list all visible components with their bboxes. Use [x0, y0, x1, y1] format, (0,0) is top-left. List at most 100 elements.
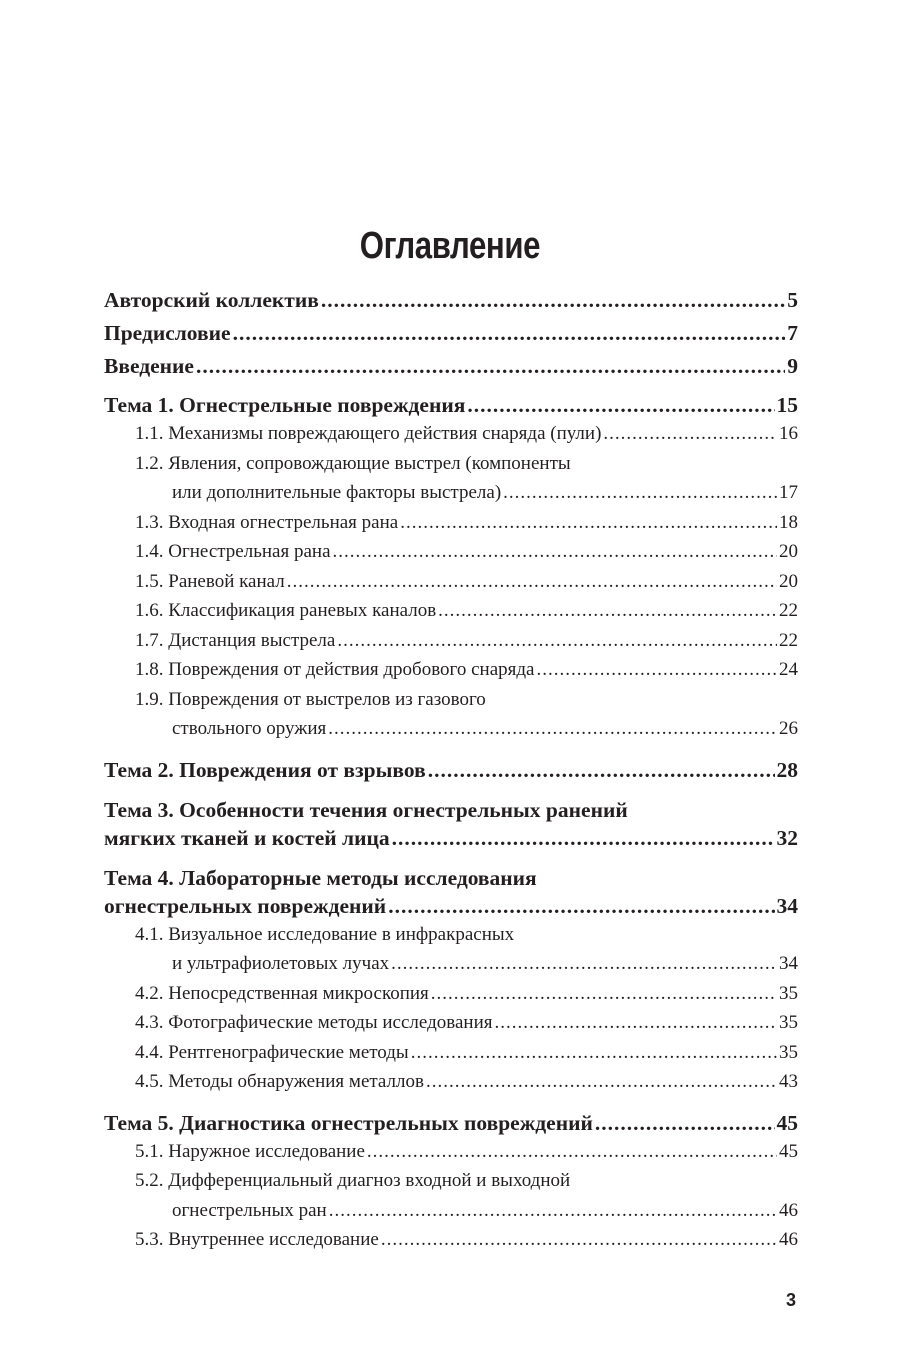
toc-section-entry[interactable]: 5.2. Дифференциальный диагноз входной и … — [104, 1166, 798, 1225]
dot-leader — [391, 949, 777, 979]
entry-title: 1.8. Повреждения от действия дробового с… — [135, 659, 535, 680]
dot-leader — [503, 478, 777, 508]
entry-page-number: 46 — [779, 1229, 798, 1250]
entry-title: мягких тканей и костей лица — [104, 825, 390, 850]
entry-page-number: 5 — [787, 288, 798, 312]
entry-page-number: 34 — [779, 953, 798, 974]
entry-title: 1.7. Дистанция выстрела — [135, 629, 336, 651]
entry-title: Тема 4. Лабораторные методы исследования — [104, 865, 537, 890]
toc-chapter-entry[interactable]: Тема 5. Диагностика огнестрельных повреж… — [104, 1109, 798, 1137]
toc-chapter-entry[interactable]: Авторский коллектив 5 — [104, 286, 798, 314]
toc-section-entry[interactable]: 1.7. Дистанция выстрела 22 — [104, 626, 798, 656]
entry-title: 1.3. Входная огнестрельная рана — [135, 511, 399, 533]
entry-page-number: 32 — [776, 825, 799, 850]
page-number: 3 — [786, 1290, 797, 1310]
dot-leader — [411, 1038, 777, 1068]
entry-title: 5.3. Внутреннее исследование — [135, 1229, 379, 1250]
entry-page-number: 16 — [779, 423, 798, 444]
toc-section-entry[interactable]: 1.5. Раневой канал 20 — [104, 567, 798, 597]
entry-page-number: 26 — [779, 718, 798, 739]
entry-title: 5.1. Наружное исследование — [135, 1140, 365, 1162]
entry-title: ствольного оружия — [172, 718, 327, 739]
toc-section-entry[interactable]: 4.5. Методы обнаружения металлов 43 — [104, 1067, 798, 1097]
entry-page-number: 7 — [787, 321, 798, 345]
entry-title: Авторский коллектив — [104, 288, 319, 312]
toc-chapter-entry[interactable]: Предисловие 7 — [104, 319, 798, 347]
toc-section-entry[interactable]: 1.1. Механизмы повреждающего действия сн… — [104, 419, 798, 449]
entry-page-number: 22 — [779, 600, 798, 621]
toc-section-entry[interactable]: 4.1. Визуальное исследование в инфракрас… — [104, 920, 798, 979]
entry-page-number: 20 — [779, 570, 798, 592]
entry-page-number: 35 — [779, 1041, 798, 1063]
entry-page-number: 45 — [776, 1110, 799, 1135]
toc-section-entry[interactable]: 1.4. Огнестрельная рана 20 — [104, 537, 798, 567]
entry-page-number: 17 — [779, 482, 798, 503]
page-title-text: Оглавление — [359, 225, 541, 268]
dot-leader — [196, 352, 785, 380]
entry-title: 4.3. Фотографические методы исследования — [135, 1012, 493, 1033]
entry-page-number: 45 — [779, 1140, 798, 1162]
entry-page-number: 9 — [787, 354, 798, 378]
entry-title: 1.9. Повреждения от выстрелов из газовог… — [135, 688, 486, 710]
dot-leader — [333, 537, 777, 567]
entry-title: 4.2. Непосредственная микроскопия — [135, 982, 429, 1004]
entry-title: 5.2. Дифференциальный диагноз входной и … — [135, 1170, 571, 1191]
dot-leader — [428, 756, 775, 784]
entry-page-number: 46 — [779, 1199, 798, 1221]
entry-title: 1.4. Огнестрельная рана — [135, 541, 331, 562]
dot-leader — [381, 1225, 777, 1255]
entry-title: Введение — [104, 354, 194, 378]
dot-leader — [328, 714, 777, 744]
entry-title: 4.1. Визуальное исследование в инфракрас… — [135, 923, 515, 945]
dot-leader — [595, 1109, 775, 1137]
entry-title: Предисловие — [104, 321, 231, 345]
dot-leader — [337, 626, 777, 656]
toc-chapter-entry[interactable]: Тема 4. Лабораторные методы исследования… — [104, 864, 798, 920]
entry-title: 1.2. Явления, сопровождающие выстрел (ко… — [135, 452, 571, 474]
entry-title: Тема 1. Огнестрельные повреждения — [104, 393, 466, 417]
toc-section-entry[interactable]: 4.4. Рентгенографические методы 35 — [104, 1038, 798, 1068]
toc-section-entry[interactable]: 5.1. Наружное исследование 45 — [104, 1137, 798, 1167]
page-title: Оглавление — [0, 225, 900, 268]
entry-page-number: 34 — [776, 893, 799, 918]
entry-title: огнестрельных повреждений — [104, 893, 387, 918]
dot-leader — [367, 1137, 777, 1167]
entry-page-number: 28 — [776, 757, 799, 782]
dot-leader — [233, 319, 786, 347]
entry-title: огнестрельных ран — [172, 1199, 327, 1221]
entry-page-number: 35 — [779, 1012, 798, 1033]
entry-title: Тема 2. Повреждения от взрывов — [104, 757, 426, 782]
entry-title: Тема 5. Диагностика огнестрельных повреж… — [104, 1110, 593, 1135]
entry-title: 4.4. Рентгенографические методы — [135, 1041, 409, 1063]
entry-title: или дополнительные факторы выстрела) — [172, 482, 502, 503]
entry-page-number: 24 — [779, 659, 798, 680]
entry-title: 4.5. Методы обнаружения металлов — [135, 1071, 424, 1092]
entry-page-number: 35 — [779, 982, 798, 1004]
dot-leader — [536, 655, 777, 685]
toc-section-entry[interactable]: 1.6. Классификация раневых каналов 22 — [104, 596, 798, 626]
dot-leader — [400, 508, 777, 538]
dot-leader — [321, 286, 785, 314]
toc-section-entry[interactable]: 1.9. Повреждения от выстрелов из газовог… — [104, 685, 798, 744]
toc-chapter-entry[interactable]: Введение 9 — [104, 352, 798, 380]
entry-page-number: 18 — [779, 511, 798, 533]
entry-title: и ультрафиолетовых лучах — [172, 953, 390, 974]
dot-leader — [388, 892, 774, 920]
entry-title: Тема 3. Особенности течения огнестрельны… — [104, 797, 628, 822]
dot-leader — [431, 979, 777, 1009]
entry-title: 1.6. Классификация раневых каналов — [135, 600, 437, 621]
toc-section-entry[interactable]: 4.3. Фотографические методы исследования… — [104, 1008, 798, 1038]
toc-chapter-entry[interactable]: Тема 3. Особенности течения огнестрельны… — [104, 796, 798, 852]
dot-leader — [438, 596, 777, 626]
toc-section-entry[interactable]: 1.3. Входная огнестрельная рана 18 — [104, 508, 798, 538]
entry-page-number: 43 — [779, 1071, 798, 1092]
dot-leader — [467, 391, 774, 419]
toc-section-entry[interactable]: 1.8. Повреждения от действия дробового с… — [104, 655, 798, 685]
toc-chapter-entry[interactable]: Тема 2. Повреждения от взрывов 28 — [104, 756, 798, 784]
dot-leader — [426, 1067, 777, 1097]
toc-section-entry[interactable]: 4.2. Непосредственная микроскопия 35 — [104, 979, 798, 1009]
toc-section-entry[interactable]: 1.2. Явления, сопровождающие выстрел (ко… — [104, 449, 798, 508]
toc-chapter-entry[interactable]: Тема 1. Огнестрельные повреждения 15 — [104, 391, 798, 419]
toc-section-entry[interactable]: 5.3. Внутреннее исследование 46 — [104, 1225, 798, 1255]
dot-leader — [494, 1008, 777, 1038]
